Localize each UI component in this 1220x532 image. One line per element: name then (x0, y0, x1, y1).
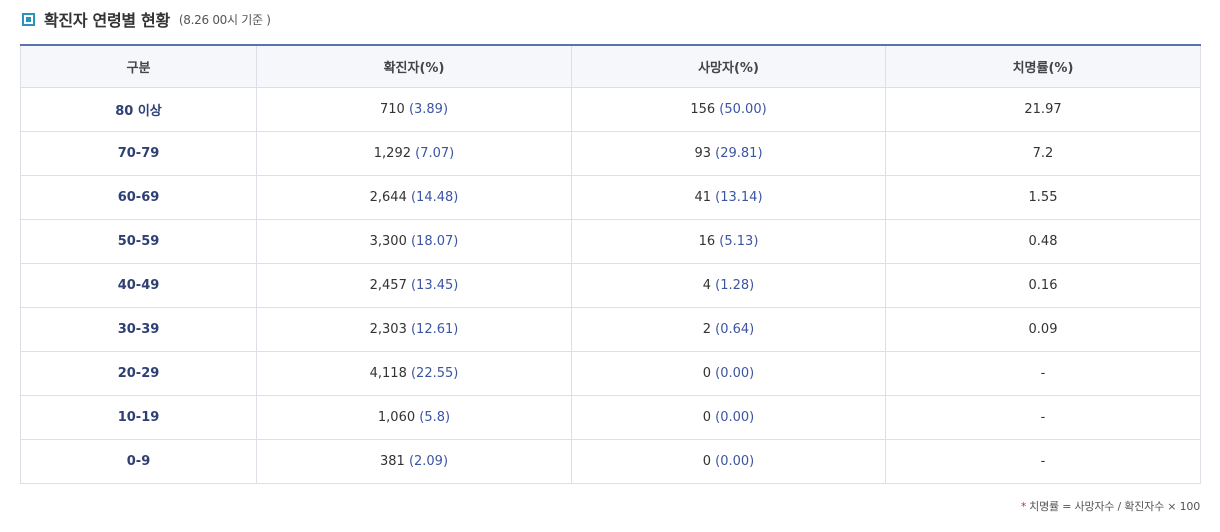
age-group-cell: 20-29 (20, 350, 257, 396)
fatality-rate-cell: - (885, 394, 1201, 440)
fatality-rate-cell: 0.09 (885, 306, 1201, 352)
deaths-percent: (0.00) (715, 453, 755, 469)
confirmed-cell: 3,300 (18.07) (256, 218, 572, 264)
table-header-row: 구분 확진자(%) 사망자(%) 치명률(%) (20, 45, 1201, 88)
deaths-count: 0 (702, 365, 712, 381)
confirmed-count: 1,292 (373, 145, 411, 161)
deaths-cell: 93 (29.81) (571, 130, 886, 176)
confirmed-cell: 381 (2.09) (256, 438, 572, 484)
confirmed-percent: (13.45) (410, 277, 459, 293)
deaths-count: 93 (694, 145, 712, 161)
deaths-percent: (13.14) (715, 189, 763, 205)
table-row: 10-19 1,060 (5.8) 0 (0.00) - (20, 394, 1201, 440)
age-group-cell: 10-19 (20, 394, 257, 440)
deaths-percent: (50.00) (719, 101, 767, 117)
reference-time: (8.26 00시 기준 ) (178, 12, 271, 27)
column-header-fatality: 치명률(%) (885, 45, 1201, 88)
footnote-text: 치명률 = 사망자수 / 확진자수 × 100 (1029, 500, 1200, 513)
confirmed-percent: (22.55) (410, 365, 459, 381)
deaths-cell: 16 (5.13) (571, 218, 886, 264)
confirmed-cell: 4,118 (22.55) (256, 350, 572, 396)
deaths-percent: (0.00) (715, 409, 755, 425)
column-header-deaths: 사망자(%) (571, 45, 886, 88)
deaths-percent: (0.64) (715, 321, 755, 337)
table-row: 80 이상 710 (3.89) 156 (50.00) 21.97 (20, 86, 1201, 132)
deaths-cell: 156 (50.00) (571, 86, 886, 132)
confirmed-cell: 1,060 (5.8) (256, 394, 572, 440)
deaths-count: 0 (702, 409, 712, 425)
age-group-cell: 0-9 (20, 438, 257, 484)
age-group-cell: 30-39 (20, 306, 257, 352)
deaths-count: 41 (694, 189, 712, 205)
confirmed-percent: (7.07) (415, 145, 455, 161)
confirmed-percent: (2.09) (408, 453, 449, 469)
square-bullet-icon (22, 12, 35, 26)
table-row: 60-69 2,644 (14.48) 41 (13.14) 1.55 (20, 174, 1201, 220)
confirmed-percent: (14.48) (410, 189, 459, 205)
confirmed-count: 4,118 (369, 365, 407, 381)
age-stats-table: 구분 확진자(%) 사망자(%) 치명률(%) 80 이상 710 (3.89) 1… (20, 44, 1201, 484)
confirmed-percent: (18.07) (410, 233, 459, 249)
table-row: 0-9 381 (2.09) 0 (0.00) - (20, 438, 1201, 484)
confirmed-percent: (12.61) (410, 321, 459, 337)
table-row: 30-39 2,303 (12.61) 2 (0.64) 0.09 (20, 306, 1201, 352)
fatality-rate-cell: 7.2 (885, 130, 1201, 176)
deaths-percent: (1.28) (715, 277, 755, 293)
table-row: 70-79 1,292 (7.07) 93 (29.81) 7.2 (20, 130, 1201, 176)
confirmed-count: 2,644 (369, 189, 407, 205)
deaths-cell: 2 (0.64) (571, 306, 886, 352)
age-group-cell: 80 이상 (20, 86, 257, 132)
confirmed-count: 710 (379, 101, 405, 117)
fatality-rate-cell: 0.16 (885, 262, 1201, 308)
confirmed-count: 2,457 (369, 277, 407, 293)
confirmed-cell: 2,644 (14.48) (256, 174, 572, 220)
footnote: * 치명률 = 사망자수 / 확진자수 × 100 (1021, 498, 1200, 514)
age-group-cell: 50-59 (20, 218, 257, 264)
deaths-cell: 0 (0.00) (571, 350, 886, 396)
deaths-cell: 0 (0.00) (571, 438, 886, 484)
deaths-count: 4 (702, 277, 712, 293)
table-row: 50-59 3,300 (18.07) 16 (5.13) 0.48 (20, 218, 1201, 264)
table-row: 20-29 4,118 (22.55) 0 (0.00) - (20, 350, 1201, 396)
fatality-rate-cell: 1.55 (885, 174, 1201, 220)
fatality-rate-cell: 21.97 (885, 86, 1201, 132)
section-header: 확진자 연령별 현황 (8.26 00시 기준 ) (22, 8, 271, 30)
deaths-percent: (0.00) (715, 365, 755, 381)
confirmed-cell: 710 (3.89) (256, 86, 572, 132)
age-group-cell: 60-69 (20, 174, 257, 220)
column-header-category: 구분 (20, 45, 257, 88)
deaths-count: 0 (702, 453, 712, 469)
age-group-cell: 70-79 (20, 130, 257, 176)
confirmed-count: 3,300 (369, 233, 407, 249)
column-header-confirmed: 확진자(%) (256, 45, 572, 88)
age-group-cell: 40-49 (20, 262, 257, 308)
deaths-cell: 0 (0.00) (571, 394, 886, 440)
deaths-cell: 4 (1.28) (571, 262, 886, 308)
deaths-percent: (29.81) (715, 145, 763, 161)
confirmed-percent: (5.8) (419, 409, 451, 425)
confirmed-cell: 2,303 (12.61) (256, 306, 572, 352)
deaths-cell: 41 (13.14) (571, 174, 886, 220)
confirmed-count: 2,303 (369, 321, 407, 337)
fatality-rate-cell: - (885, 438, 1201, 484)
deaths-count: 16 (698, 233, 716, 249)
deaths-count: 2 (702, 321, 712, 337)
deaths-count: 156 (690, 101, 716, 117)
footnote-marker: * (1020, 500, 1027, 513)
confirmed-cell: 1,292 (7.07) (256, 130, 572, 176)
deaths-percent: (5.13) (719, 233, 759, 249)
confirmed-count: 1,060 (377, 409, 416, 425)
confirmed-count: 381 (379, 453, 405, 469)
confirmed-cell: 2,457 (13.45) (256, 262, 572, 308)
fatality-rate-cell: - (885, 350, 1201, 396)
table-row: 40-49 2,457 (13.45) 4 (1.28) 0.16 (20, 262, 1201, 308)
confirmed-percent: (3.89) (408, 101, 449, 117)
fatality-rate-cell: 0.48 (885, 218, 1201, 264)
page-title: 확진자 연령별 현황 (44, 11, 170, 30)
